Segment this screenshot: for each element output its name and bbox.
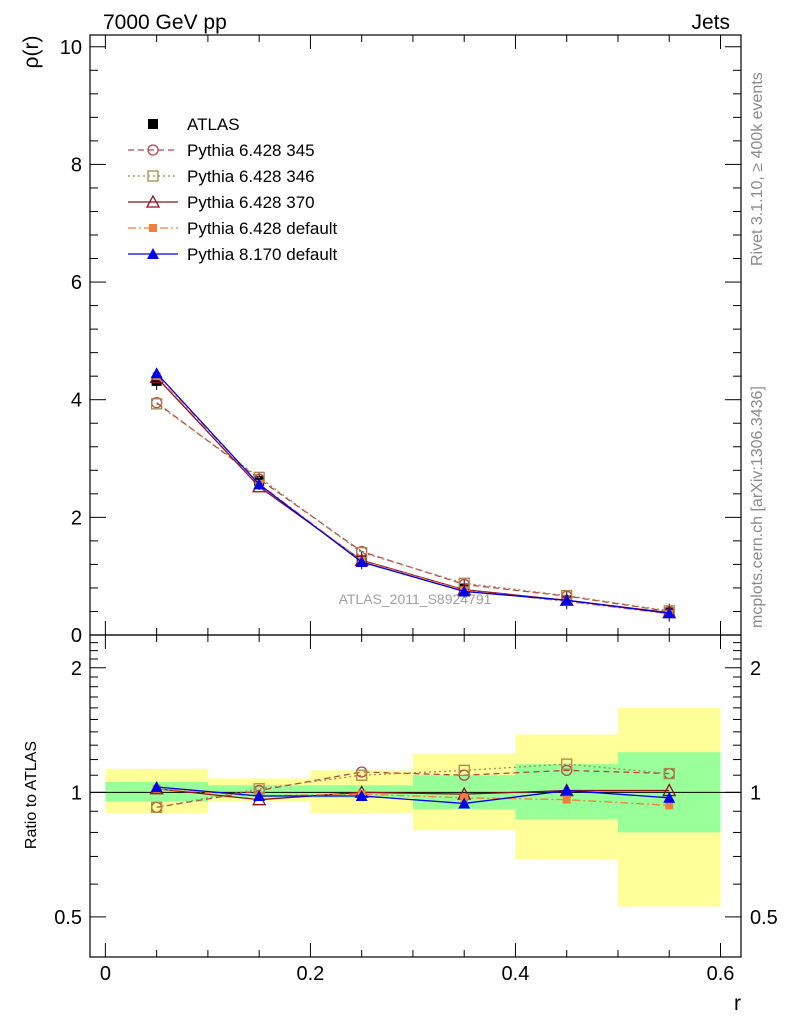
main-y-tick-label: 2 xyxy=(71,507,82,529)
main-series-line-1 xyxy=(156,402,670,613)
main-series-line-5 xyxy=(156,372,670,614)
ratio-y-tick-label-right: 0.5 xyxy=(750,907,778,929)
x-tick-label: 0.4 xyxy=(502,963,530,985)
main-point-5 xyxy=(458,585,471,597)
main-point-5 xyxy=(253,478,266,490)
ratio-point-1 xyxy=(458,764,470,777)
legend-marker xyxy=(148,119,158,129)
ratio-series-line-2 xyxy=(156,788,670,801)
ratio-point-1 xyxy=(150,801,163,813)
mcplots-url-label: mcplots.cern.ch [arXiv:1306.3436] xyxy=(749,386,766,628)
ratio-point-1 xyxy=(561,758,573,770)
ratio-y-tick-label-right: 2 xyxy=(750,658,761,680)
x-tick-label: 0 xyxy=(100,963,111,985)
legend-entry-label: ATLAS xyxy=(187,115,240,134)
main-y-tick-label: 10 xyxy=(60,37,82,59)
main-point-5 xyxy=(663,607,676,619)
ratio-point-4 xyxy=(663,791,676,803)
ratio-series-line-0 xyxy=(156,769,670,808)
ratio-y-tick-label: 0.5 xyxy=(54,907,82,929)
legend-marker xyxy=(147,248,159,259)
main-series-line-2 xyxy=(156,403,670,612)
legend-marker xyxy=(149,224,157,232)
ratio-point-3 xyxy=(665,801,674,810)
main-series-line-4 xyxy=(156,375,670,615)
legend-entry-label: Pythia 6.428 345 xyxy=(187,141,315,160)
main-y-tick-label: 0 xyxy=(71,625,82,647)
ratio-point-4 xyxy=(150,781,163,793)
ratio-series-line-1 xyxy=(156,763,670,808)
legend-entry-label: Pythia 6.428 default xyxy=(187,219,338,238)
legend-marker xyxy=(147,144,159,156)
ratio-y-tick-label: 2 xyxy=(71,658,82,680)
main-y-tick-label: 4 xyxy=(71,390,82,412)
main-point-2 xyxy=(150,398,163,410)
analysis-watermark: ATLAS_2011_S8924791 xyxy=(339,591,492,607)
legend-marker xyxy=(147,170,159,182)
x-tick-label: 0.2 xyxy=(297,963,325,985)
ratio-point-4 xyxy=(355,789,368,801)
header-left: 7000 GeV pp xyxy=(103,11,227,34)
main-point-0 xyxy=(151,375,162,386)
ratio-point-4 xyxy=(560,784,573,796)
header-right: Jets xyxy=(691,11,730,34)
rivet-version-label: Rivet 3.1.10, ≥ 400k events xyxy=(749,72,766,266)
legend-entry-label: Pythia 6.428 346 xyxy=(187,167,315,186)
x-tick-label: 0.6 xyxy=(707,963,735,985)
main-point-5 xyxy=(150,367,163,379)
ratio-point-1 xyxy=(356,769,368,781)
ratio-point-0 xyxy=(561,764,573,777)
main-point-5 xyxy=(560,594,573,606)
ratio-y-axis-label: Ratio to ATLAS xyxy=(23,741,40,849)
main-y-axis-label: ρ(r) xyxy=(20,36,43,69)
x-axis-label: r xyxy=(734,992,741,1015)
legend-entry-label: Pythia 6.428 370 xyxy=(187,193,315,212)
main-y-tick-label: 8 xyxy=(71,154,82,176)
ratio-point-1 xyxy=(663,767,675,780)
ratio-point-4 xyxy=(253,789,266,801)
ratio-plot-frame xyxy=(89,634,742,958)
ratio-point-3 xyxy=(562,795,571,804)
ratio-point-4 xyxy=(458,797,471,809)
legend-entry-label: Pythia 8.170 default xyxy=(187,245,338,264)
ratio-series-line-4 xyxy=(156,786,670,805)
legend-marker xyxy=(145,194,161,208)
main-y-tick-label: 6 xyxy=(71,272,82,294)
main-point-5 xyxy=(355,556,368,568)
ratio-y-tick-label: 1 xyxy=(71,782,82,804)
ratio-y-tick-label-right: 1 xyxy=(750,782,761,804)
